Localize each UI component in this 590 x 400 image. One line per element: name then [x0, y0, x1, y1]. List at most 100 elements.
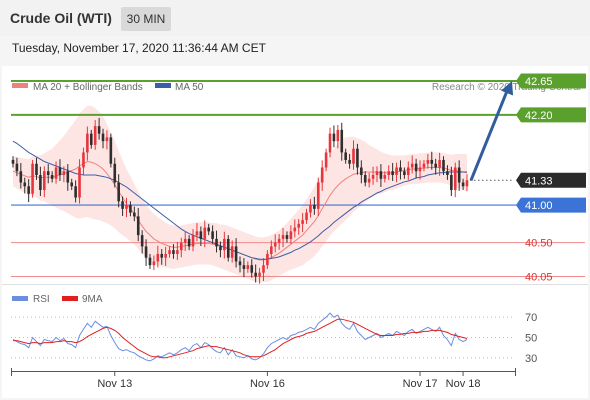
candle-body — [465, 180, 469, 187]
candle-body — [101, 133, 105, 142]
candle-body — [379, 171, 383, 179]
candle-body — [383, 175, 387, 179]
candle-body — [344, 152, 347, 160]
candle-body — [35, 163, 38, 175]
candle-body — [250, 265, 254, 273]
candle-body — [148, 257, 152, 266]
rsi-panel — [2, 285, 588, 398]
candle-body — [207, 227, 210, 232]
level-label-41-00: 41.00 — [525, 200, 553, 212]
candle-body — [219, 246, 222, 251]
candle-body — [70, 182, 74, 187]
candle-body — [160, 253, 164, 258]
candle-body — [242, 265, 246, 269]
candle-body — [403, 171, 406, 175]
level-labels: 42.65 42.20 41.33 41.00 40.50 40.05 — [516, 73, 586, 283]
candle-body — [86, 133, 89, 153]
candle-body — [93, 126, 97, 145]
candle-body — [277, 238, 281, 243]
candle-body — [367, 178, 371, 183]
candle-body — [301, 220, 304, 224]
candle-body — [273, 242, 277, 247]
candle-body — [442, 159, 445, 172]
candle-body — [43, 171, 46, 191]
candle-body — [23, 182, 27, 187]
candle-body — [352, 148, 355, 164]
candle-body — [133, 212, 136, 217]
candle-body — [426, 159, 430, 164]
x-tick-label: Nov 13 — [97, 378, 132, 390]
candle-body — [316, 182, 320, 209]
candle-body — [168, 250, 171, 254]
level-tag-42-20 — [516, 107, 586, 123]
candle-body — [297, 223, 301, 228]
rsi-tick-label: 50 — [525, 333, 537, 345]
candle-body — [422, 163, 426, 168]
forecast-arrow — [469, 81, 514, 181]
level-label-40-50: 40.50 — [525, 238, 553, 250]
header-bar: Crude Oil (WTI) 30 MIN — [0, 0, 590, 36]
level-label-40-05: 40.05 — [525, 271, 553, 283]
candle-body — [453, 167, 457, 191]
candle-body — [203, 227, 207, 239]
candle-body — [438, 159, 441, 168]
candle-body — [356, 148, 359, 168]
candle-body — [410, 163, 414, 168]
ma50-legend-label: MA 50 — [175, 82, 204, 93]
candle-body — [360, 167, 363, 175]
candle-body — [387, 171, 391, 175]
candle-body — [246, 265, 250, 269]
candle-body — [262, 265, 265, 273]
candle-body — [191, 235, 195, 247]
candle-body — [27, 186, 30, 194]
candle-body — [289, 231, 293, 239]
candle-body — [11, 159, 15, 164]
candle-body — [117, 182, 120, 202]
candle-body — [152, 261, 156, 266]
candle-body — [215, 238, 218, 247]
candle-body — [78, 167, 81, 198]
candle-body — [254, 272, 257, 277]
level-label-42-20: 42.20 — [525, 110, 553, 122]
candle-body — [348, 159, 351, 164]
candle-body — [457, 167, 461, 183]
candle-body — [125, 205, 128, 209]
candle-body — [340, 129, 344, 153]
candle-body — [226, 238, 230, 258]
candle-body — [363, 175, 367, 183]
candle-body — [309, 205, 312, 213]
candle-body — [450, 175, 453, 191]
ma50-legend-swatch — [155, 83, 171, 88]
candle-body — [109, 137, 113, 164]
candle-body — [293, 227, 297, 232]
rsi-tick-label: 30 — [525, 353, 537, 365]
instrument-title: Crude Oil (WTI) — [10, 10, 112, 26]
candle-body — [105, 137, 109, 142]
timeframe-button[interactable]: 30 MIN — [121, 7, 171, 31]
candle-body — [371, 175, 375, 179]
candle-body — [285, 235, 289, 239]
candle-body — [187, 238, 191, 247]
forecast-arrow-shaft — [469, 90, 509, 181]
candle-body — [66, 171, 70, 183]
candle-body — [89, 133, 93, 145]
x-tick-label: Nov 16 — [250, 378, 285, 390]
candle-body — [113, 163, 117, 183]
rsi-ma-legend-swatch — [62, 296, 78, 301]
ma50-line — [12, 140, 467, 260]
candle-body — [434, 163, 437, 168]
candle-body — [234, 246, 238, 262]
candle-body — [266, 253, 269, 266]
rsi-tick-label: 70 — [525, 312, 537, 324]
candle-body — [399, 167, 402, 172]
price-levels — [11, 80, 585, 277]
candle-body — [54, 167, 58, 179]
candle-body — [461, 182, 465, 187]
candle-body — [82, 152, 85, 168]
candle-body — [446, 171, 449, 175]
ma20-legend-label: MA 20 + Bollinger Bands — [33, 82, 143, 93]
candle-body — [313, 205, 316, 209]
moving-averages — [12, 140, 468, 261]
